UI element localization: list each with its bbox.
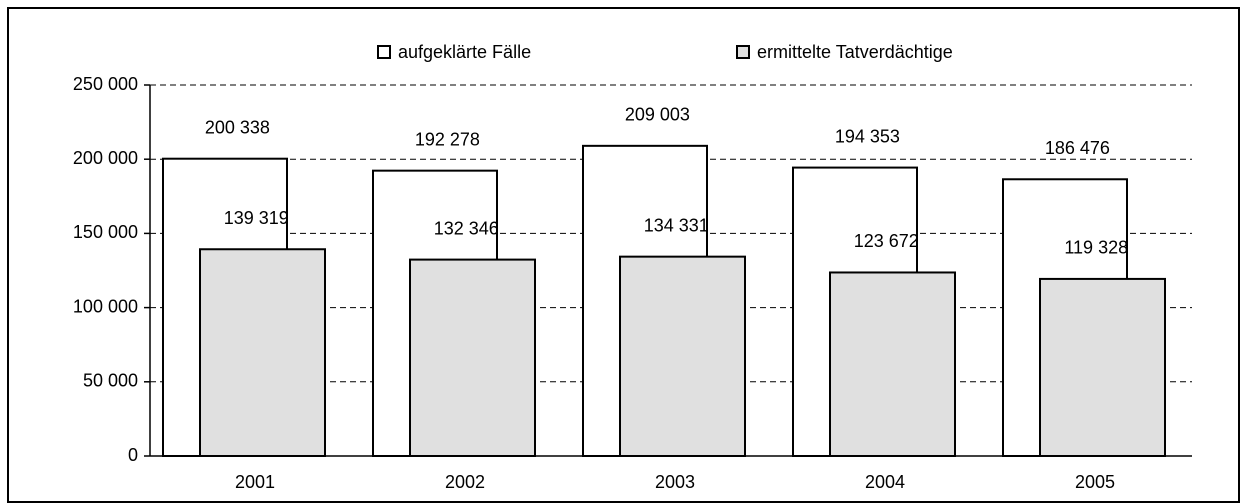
legend-label: aufgeklärte Fälle <box>398 42 531 62</box>
y-tick-label: 100 000 <box>73 296 138 316</box>
x-tick-label: 2005 <box>1075 472 1115 492</box>
value-label: 194 353 <box>835 126 900 146</box>
y-tick-label: 200 000 <box>73 148 138 168</box>
x-tick-label: 2001 <box>235 472 275 492</box>
value-label: 200 338 <box>205 117 270 137</box>
x-tick-label: 2003 <box>655 472 695 492</box>
x-tick-label: 2004 <box>865 472 905 492</box>
y-tick-label: 250 000 <box>73 74 138 94</box>
value-label: 209 003 <box>625 105 690 125</box>
legend-label: ermittelte Tatverdächtige <box>757 42 953 62</box>
bar <box>619 255 746 457</box>
bar <box>199 248 326 457</box>
value-label: 119 328 <box>1064 238 1128 258</box>
value-label: 132 346 <box>434 218 499 238</box>
x-tick-label: 2002 <box>445 472 485 492</box>
y-tick-label: 150 000 <box>73 222 138 242</box>
bar <box>1039 277 1166 457</box>
y-tick-label: 50 000 <box>83 371 138 391</box>
value-label: 192 278 <box>415 129 480 149</box>
value-label: 139 319 <box>224 208 289 228</box>
y-tick-label: 0 <box>128 445 138 465</box>
bar <box>829 271 956 458</box>
bar <box>409 258 536 457</box>
value-label: 186 476 <box>1045 138 1110 158</box>
value-label: 134 331 <box>644 215 709 235</box>
legend-swatch <box>736 45 750 59</box>
value-label: 123 672 <box>854 231 919 251</box>
legend-swatch <box>377 45 391 59</box>
